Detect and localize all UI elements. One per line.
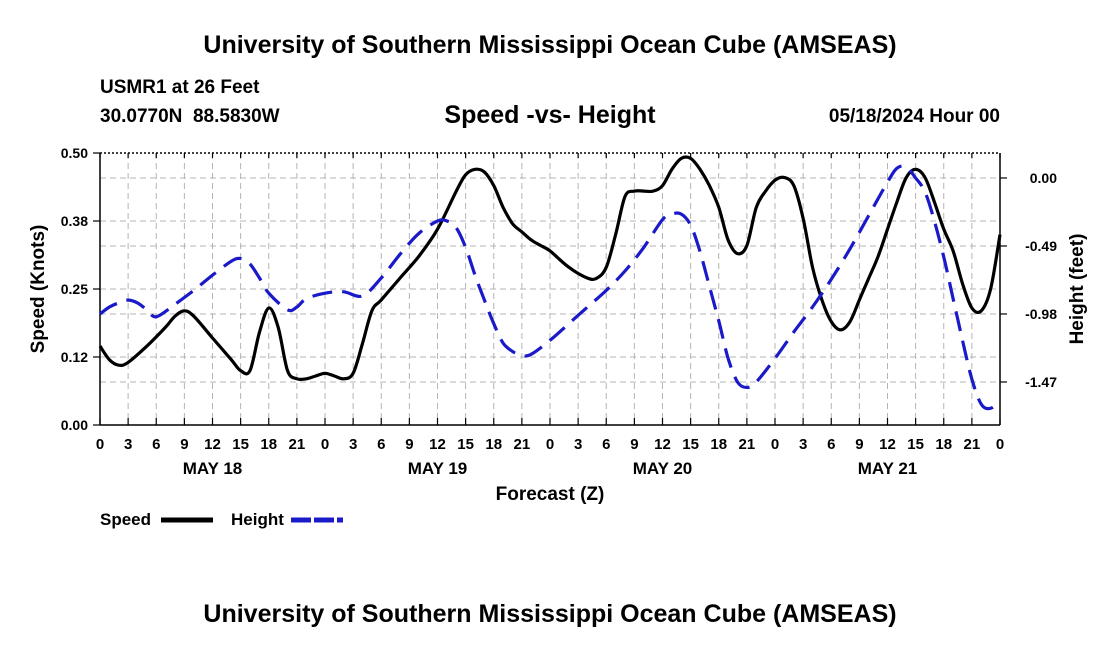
- x-tick-label: 12: [204, 436, 221, 453]
- x-axis-title: Forecast (Z): [496, 484, 605, 505]
- x-tick-label: 9: [855, 436, 863, 453]
- chart-subtitle: Speed -vs- Height: [444, 101, 656, 129]
- x-tick-label: 18: [485, 436, 502, 453]
- x-tick-label: 0: [996, 436, 1004, 453]
- x-tick-label: 15: [682, 436, 699, 453]
- y-tick-label: 0.25: [61, 281, 88, 297]
- y-axis-title: Speed (Knots): [28, 225, 49, 354]
- y-tick-label-right: -0.98: [1025, 306, 1057, 322]
- x-day-label: MAY 20: [633, 459, 693, 478]
- y-axis-title-right: Height (feet): [1067, 234, 1088, 345]
- x-day-label: MAY 18: [183, 459, 243, 478]
- x-tick-label: 9: [180, 436, 188, 453]
- x-tick-label: 18: [260, 436, 277, 453]
- x-tick-label: 0: [96, 436, 104, 453]
- x-tick-label: 3: [124, 436, 132, 453]
- y-tick-label-right: -0.49: [1025, 238, 1057, 254]
- x-tick-label: 21: [739, 436, 756, 453]
- station-label: USMR1 at 26 Feet: [100, 77, 260, 98]
- x-tick-label: 9: [405, 436, 413, 453]
- x-tick-label: 15: [232, 436, 249, 453]
- speed-series-line: [98, 155, 1002, 382]
- x-tick-label: 6: [602, 436, 610, 453]
- x-tick-label: 6: [827, 436, 835, 453]
- legend-height-label: Height: [231, 510, 284, 529]
- y-tick-label: 0.12: [61, 349, 88, 365]
- x-day-label: MAY 19: [408, 459, 468, 478]
- x-tick-label: 18: [710, 436, 727, 453]
- x-tick-label: 18: [935, 436, 952, 453]
- y-tick-label: 0.50: [61, 145, 88, 161]
- x-tick-label: 9: [630, 436, 638, 453]
- x-tick-label: 0: [546, 436, 554, 453]
- x-tick-label: 3: [799, 436, 807, 453]
- y-tick-label-right: -1.47: [1025, 374, 1057, 390]
- x-tick-label: 3: [574, 436, 582, 453]
- x-tick-label: 6: [377, 436, 385, 453]
- x-tick-label: 0: [771, 436, 779, 453]
- x-tick-label: 15: [907, 436, 924, 453]
- y-tick-label: 0.00: [61, 417, 88, 433]
- x-tick-label: 0: [321, 436, 329, 453]
- x-tick-label: 12: [429, 436, 446, 453]
- x-tick-label: 21: [289, 436, 306, 453]
- chart-main-title: University of Southern Mississippi Ocean…: [203, 31, 897, 59]
- x-tick-label: 3: [349, 436, 357, 453]
- footer-title: University of Southern Mississippi Ocean…: [203, 600, 897, 628]
- x-tick-label: 21: [514, 436, 531, 453]
- x-tick-label: 6: [152, 436, 160, 453]
- x-tick-label: 21: [964, 436, 981, 453]
- height-series-line: [99, 164, 1002, 411]
- x-tick-label: 12: [654, 436, 671, 453]
- x-tick-label: 12: [879, 436, 896, 453]
- y-tick-label-right: 0.00: [1030, 170, 1057, 186]
- x-day-label: MAY 21: [858, 459, 918, 478]
- forecast-date: 05/18/2024 Hour 00: [828, 106, 1000, 127]
- legend-speed-label: Speed: [100, 510, 151, 529]
- station-coordinates: 30.0770N 88.5830W: [100, 106, 280, 127]
- x-tick-label: 15: [457, 436, 474, 453]
- y-tick-label: 0.38: [61, 213, 88, 229]
